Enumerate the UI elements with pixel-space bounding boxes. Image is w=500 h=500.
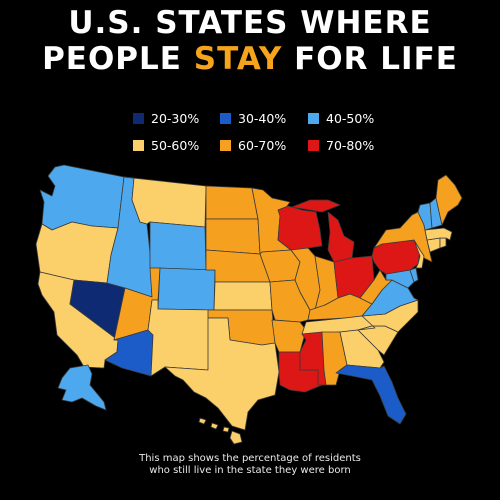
state-wy — [149, 221, 207, 271]
state-nm — [147, 299, 215, 377]
legend-swatch — [308, 112, 319, 124]
title-line-2: PEOPLE STAY FOR LIFE — [0, 42, 500, 76]
state-sd — [205, 218, 261, 255]
legend-swatch — [220, 112, 231, 124]
legend-swatch — [133, 139, 144, 151]
title-post: FOR LIFE — [282, 41, 458, 77]
state-ar — [271, 319, 307, 353]
title-pre: PEOPLE — [42, 41, 194, 77]
state-ks — [213, 281, 273, 311]
state-co — [157, 267, 216, 311]
title-line-1: U.S. STATES WHERE — [68, 5, 432, 41]
caption-line-1: This map shows the percentage of residen… — [139, 453, 361, 464]
state-fl — [335, 364, 407, 425]
legend-label: 20-30% — [151, 110, 200, 126]
legend-item-50-60: 50-60% — [133, 137, 199, 153]
legend-item-20-30: 20-30% — [133, 110, 199, 126]
legend-label: 60-70% — [238, 137, 287, 153]
legend-label: 40-50% — [326, 110, 375, 126]
legend-item-30-40: 30-40% — [220, 110, 286, 126]
state-tx — [164, 317, 280, 431]
state-me — [435, 174, 463, 226]
title-highlight: STAY — [193, 41, 283, 77]
caption-line-2: who still live in the state they were bo… — [149, 465, 351, 476]
state-ma — [424, 227, 453, 241]
state-ak — [57, 364, 107, 411]
legend-item-70-80: 70-80% — [308, 137, 374, 153]
legend-item-40-50: 40-50% — [308, 110, 374, 126]
state-de — [409, 267, 419, 283]
legend-swatch — [308, 139, 319, 151]
state-nj — [413, 239, 425, 269]
state-wa — [39, 164, 125, 231]
state-nd — [205, 185, 259, 220]
caption: This map shows the percentage of residen… — [0, 453, 500, 477]
legend-label: 30-40% — [238, 110, 287, 126]
legend-label: 70-80% — [326, 137, 375, 153]
legend-item-60-70: 60-70% — [220, 137, 286, 153]
state-ri — [439, 237, 447, 249]
state-wi — [277, 205, 323, 251]
legend-swatch — [220, 139, 231, 151]
legend-label: 50-60% — [151, 137, 200, 153]
state-hi — [198, 417, 243, 445]
legend-swatch — [133, 112, 144, 124]
